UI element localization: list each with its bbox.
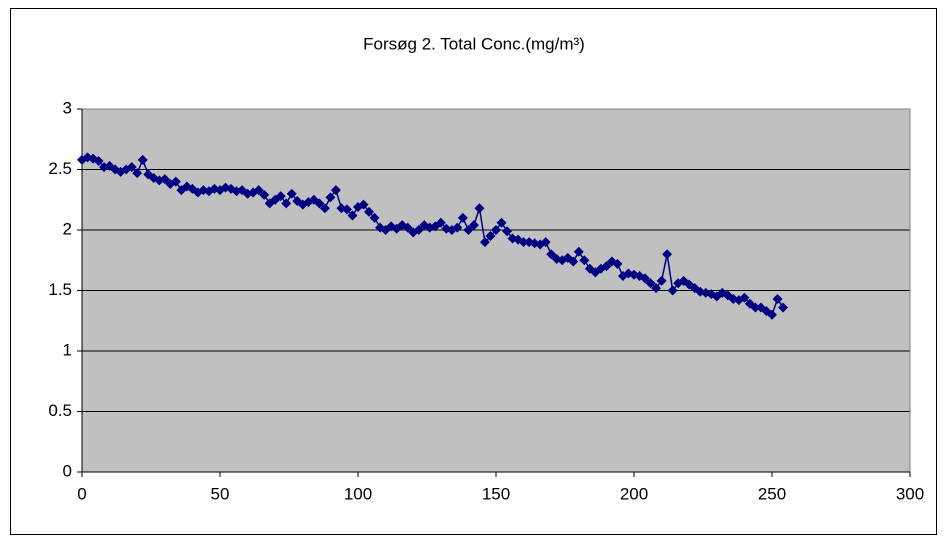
data-point — [364, 206, 375, 217]
data-point — [479, 237, 490, 248]
x-tick-label: 0 — [77, 484, 86, 503]
data-point — [330, 185, 341, 196]
data-point — [435, 217, 446, 228]
y-tick-label: 2 — [63, 219, 72, 238]
data-point — [651, 283, 662, 294]
data-point — [137, 154, 148, 165]
y-tick-label: 0 — [63, 461, 72, 480]
data-point — [457, 212, 468, 223]
data-point — [491, 225, 501, 235]
x-tick-label: 100 — [344, 484, 372, 503]
data-point — [496, 217, 507, 228]
y-tick-label: 2.5 — [48, 159, 72, 178]
data-point — [319, 203, 330, 214]
data-point — [767, 309, 777, 320]
data-point — [314, 198, 325, 209]
x-tick-label: 300 — [896, 484, 924, 503]
data-point — [159, 174, 170, 185]
data-point — [170, 176, 181, 187]
data-point — [656, 275, 667, 286]
data-point — [259, 189, 270, 200]
x-tick-label: 250 — [758, 484, 786, 503]
data-point — [358, 199, 369, 210]
data-point — [601, 261, 612, 272]
data-point — [253, 185, 264, 196]
data-point — [369, 212, 380, 223]
data-point — [468, 220, 479, 231]
data-point — [325, 192, 336, 203]
data-point — [281, 198, 292, 209]
y-tick-label: 0.5 — [48, 401, 72, 420]
x-tick-label: 50 — [211, 484, 230, 503]
data-point — [645, 278, 656, 289]
data-point — [772, 293, 783, 304]
data-point — [612, 258, 623, 269]
x-tick-label: 150 — [482, 484, 510, 503]
data-point — [452, 222, 463, 233]
data-point — [286, 188, 297, 199]
y-tick-label: 1.5 — [48, 280, 72, 299]
data-point — [573, 246, 584, 257]
data-point — [640, 273, 651, 284]
data-point — [502, 226, 513, 237]
data-point — [485, 231, 496, 242]
data-point — [750, 302, 761, 313]
data-point — [132, 168, 143, 179]
data-point — [540, 237, 551, 248]
data-point — [739, 292, 750, 303]
data-point — [662, 249, 673, 260]
data-point — [778, 302, 789, 313]
y-tick-label: 1 — [63, 340, 72, 359]
chart-title: Forsøg 2. Total Conc.(mg/m³) — [363, 34, 585, 53]
data-point — [667, 285, 678, 296]
data-point — [568, 256, 579, 267]
data-point — [402, 222, 413, 233]
data-point — [474, 203, 485, 214]
data-point — [463, 225, 474, 235]
y-tick-label: 3 — [63, 98, 72, 117]
data-point — [93, 156, 104, 167]
data-point — [347, 210, 358, 221]
data-point — [126, 162, 137, 173]
data-point — [546, 249, 557, 260]
data-point — [579, 255, 590, 266]
x-tick-label: 200 — [620, 484, 648, 503]
data-point — [413, 225, 424, 235]
data-point — [341, 204, 352, 215]
data-point — [518, 237, 529, 248]
data-point — [275, 191, 286, 202]
